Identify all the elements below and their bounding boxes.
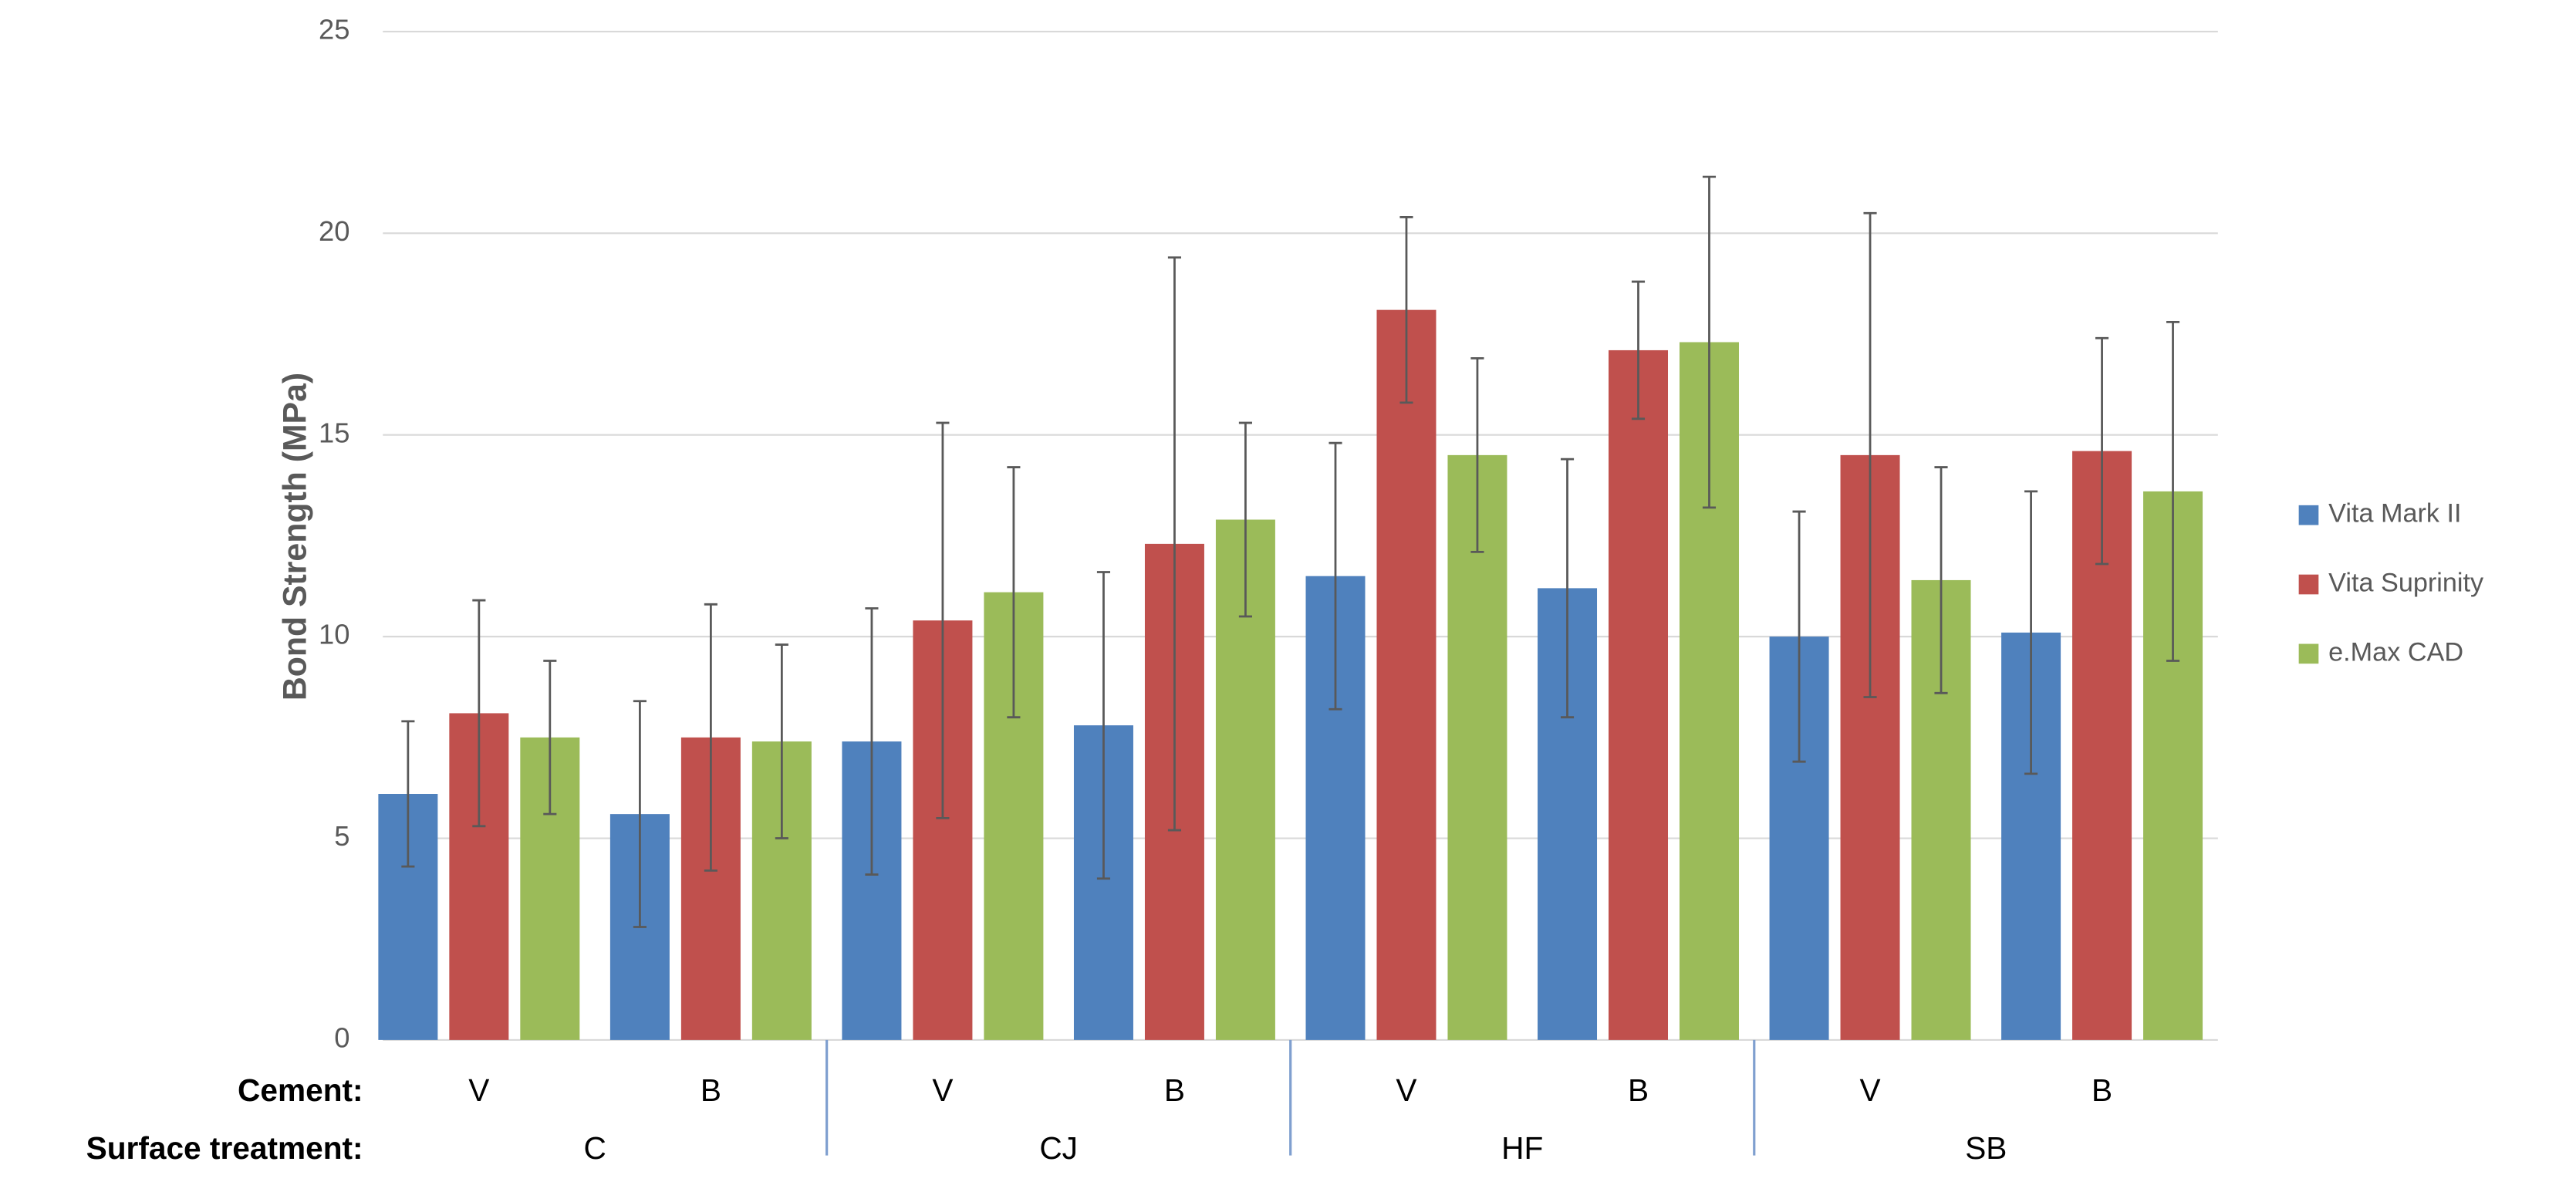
x-tick-label: B bbox=[2092, 1072, 2112, 1108]
error-bar bbox=[633, 700, 647, 928]
x-tick-label: V bbox=[1396, 1072, 1416, 1108]
error-bar bbox=[2166, 320, 2180, 662]
x-tick-label: B bbox=[1164, 1072, 1185, 1108]
bar bbox=[1376, 309, 1437, 1040]
y-axis-label: Bond Strength (MPa) bbox=[276, 373, 313, 701]
y-tick-label: 20 bbox=[319, 215, 349, 247]
legend-label: Vita Mark II bbox=[2328, 499, 2461, 528]
group-label: CJ bbox=[1039, 1130, 1078, 1166]
error-bar bbox=[1399, 216, 1413, 404]
error-bar bbox=[2024, 490, 2038, 775]
row-label: Surface treatment: bbox=[86, 1130, 363, 1166]
error-bar bbox=[401, 720, 415, 868]
group-label: SB bbox=[1965, 1130, 2007, 1166]
error-bar bbox=[1096, 571, 1111, 880]
error-bar bbox=[1167, 256, 1181, 832]
y-tick-label: 25 bbox=[319, 14, 349, 46]
error-bar bbox=[704, 603, 717, 872]
error-bar bbox=[1934, 466, 1948, 694]
error-bar bbox=[936, 421, 950, 819]
legend-label: e.Max CAD bbox=[2328, 637, 2463, 667]
row-label: Cement: bbox=[238, 1072, 363, 1108]
group-label: HF bbox=[1501, 1130, 1543, 1166]
legend-swatch bbox=[2298, 643, 2319, 664]
legend-swatch bbox=[2298, 505, 2319, 525]
error-bar bbox=[472, 599, 486, 828]
error-bar bbox=[1792, 510, 1806, 763]
error-bar bbox=[1560, 458, 1575, 719]
error-bar bbox=[865, 607, 879, 876]
y-tick-label: 15 bbox=[319, 417, 349, 448]
error-bar bbox=[543, 660, 557, 815]
error-bar bbox=[1007, 466, 1021, 719]
group-label: C bbox=[583, 1130, 606, 1166]
legend-swatch bbox=[2298, 574, 2319, 595]
y-tick-label: 10 bbox=[319, 619, 349, 650]
error-bar bbox=[775, 643, 788, 839]
x-tick-label: B bbox=[1628, 1072, 1649, 1108]
error-bar bbox=[2095, 336, 2109, 566]
legend-label: Vita Suprinity bbox=[2328, 569, 2484, 598]
error-bar bbox=[1329, 441, 1342, 711]
error-bar bbox=[1238, 421, 1252, 618]
x-tick-label: V bbox=[932, 1072, 953, 1108]
x-tick-label: B bbox=[701, 1072, 721, 1108]
y-tick-label: 5 bbox=[334, 820, 349, 852]
y-tick-label: 0 bbox=[334, 1022, 349, 1054]
error-bar bbox=[1631, 280, 1646, 420]
bar bbox=[1609, 349, 1669, 1040]
error-bar bbox=[1702, 175, 1717, 509]
x-tick-label: V bbox=[468, 1072, 489, 1108]
x-tick-label: V bbox=[1859, 1072, 1880, 1108]
error-bar bbox=[1470, 357, 1484, 553]
error-bar bbox=[1863, 211, 1877, 698]
